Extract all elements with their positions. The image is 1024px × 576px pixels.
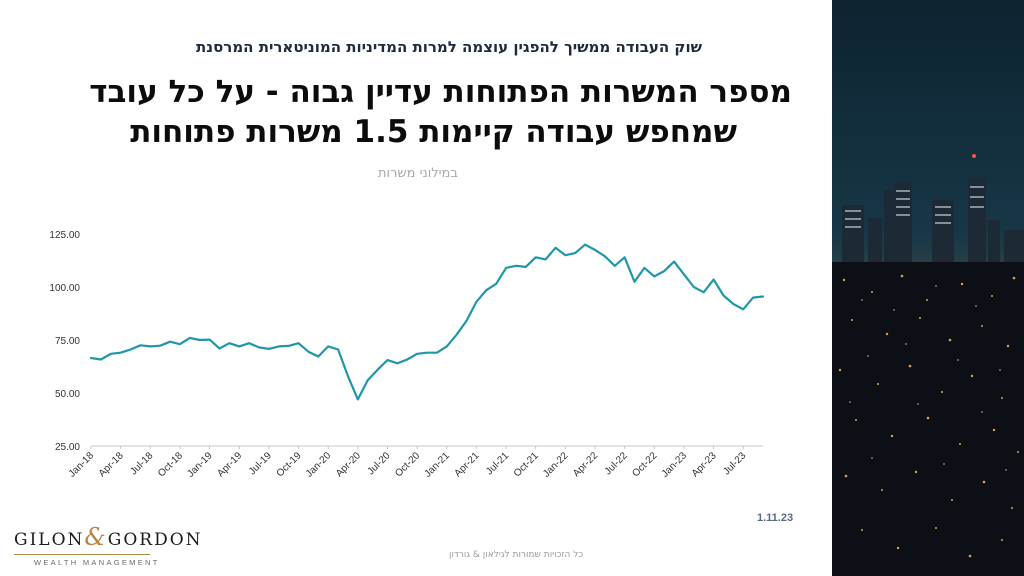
y-tick-label: 100.00 <box>49 283 80 294</box>
slide-title-line-1: מספר המשרות הפתוחות עדיין גבוה - על כל ע… <box>89 74 792 110</box>
x-tick-label: Jan-22 <box>541 450 571 480</box>
slide-subtitle: שוק העבודה ממשיך להפגין עוצמה למרות המדי… <box>196 38 702 56</box>
y-tick-label: 50.00 <box>55 389 80 400</box>
series-line <box>89 243 765 401</box>
slide-title-line-2: שמחפש עבודה קיימות 1.5 משרות פתוחות <box>130 114 737 150</box>
x-tick-label: Jul-18 <box>128 450 155 477</box>
company-logo: GILON&GORDON WEALTH MANAGEMENT <box>14 523 203 567</box>
x-tick-label: Oct-21 <box>512 450 541 479</box>
x-tick-label: Oct-20 <box>393 450 422 479</box>
x-tick-label: Jul-23 <box>721 450 748 477</box>
copyright-footer: כל הזכויות שמורות לגילאון & גורדון <box>449 550 584 560</box>
x-tick-label: Apr-21 <box>453 450 482 479</box>
x-tick-label: Jan-23 <box>660 450 690 480</box>
x-tick-label: Jul-19 <box>247 450 274 477</box>
x-tick-label: Jul-21 <box>484 450 511 477</box>
city-night-photo <box>832 0 1024 576</box>
x-tick-label: Apr-23 <box>690 450 719 479</box>
y-tick-label: 75.00 <box>55 336 80 347</box>
x-tick-label: Jan-20 <box>304 450 334 480</box>
logo-rule <box>14 554 150 555</box>
slide-date: 1.11.23 <box>757 512 794 524</box>
slide-title: מספר המשרות הפתוחות עדיין גבוה - על כל ע… <box>89 72 792 152</box>
x-tick-label: Jul-22 <box>603 450 630 477</box>
logo-wordmark: GILON&GORDON <box>14 523 203 551</box>
x-tick-label: Apr-22 <box>571 450 600 479</box>
y-tick-label: 25.00 <box>55 442 80 453</box>
x-tick-label: Oct-22 <box>630 450 659 479</box>
x-tick-label: Apr-18 <box>97 450 126 479</box>
x-tick-label: Oct-19 <box>275 450 304 479</box>
x-tick-label: Apr-19 <box>215 450 244 479</box>
y-tick-label: 125.00 <box>49 230 80 241</box>
x-tick-label: Jan-19 <box>185 450 215 480</box>
x-tick-label: Jul-20 <box>366 450 393 477</box>
x-tick-label: Jan-21 <box>422 450 452 480</box>
x-tick-label: Oct-18 <box>156 450 185 479</box>
x-tick-label: Jan-18 <box>67 450 97 480</box>
x-tick-label: Apr-20 <box>334 450 363 479</box>
chart-unit-label: במילוני משרות <box>378 166 458 181</box>
logo-tagline: WEALTH MANAGEMENT <box>34 558 160 567</box>
